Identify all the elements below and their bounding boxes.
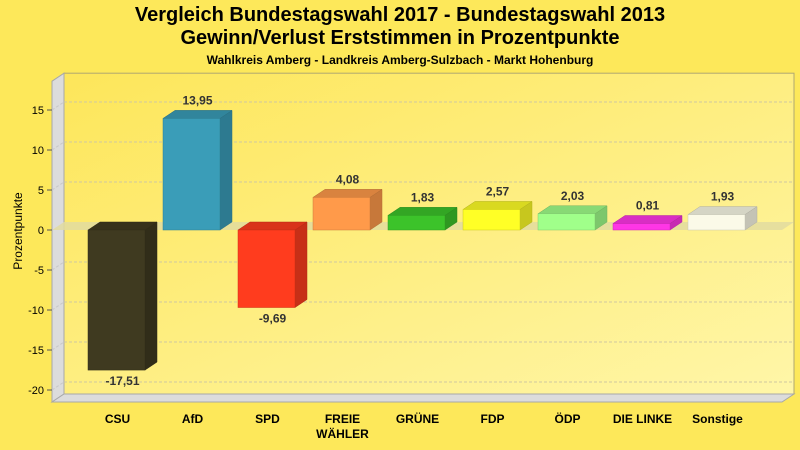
gridline-side — [51, 181, 65, 191]
bar-spd — [237, 221, 308, 308]
y-tick-label: -20 — [28, 385, 44, 397]
y-tick-label: 0 — [38, 225, 44, 237]
bar-top — [312, 189, 383, 198]
bar-top — [462, 201, 533, 210]
bar-front — [687, 214, 746, 231]
bar-ödp — [537, 205, 608, 231]
category-label: GRÜNE — [396, 411, 439, 426]
bar-side — [144, 221, 158, 371]
bar-sonstige — [687, 206, 758, 231]
bar-front — [612, 223, 671, 231]
bar-front — [462, 209, 521, 231]
y-tick-label: -5 — [34, 265, 44, 277]
chart-title: Vergleich Bundestagswahl 2017 - Bundesta… — [134, 4, 666, 26]
gridline-side — [51, 261, 65, 271]
y-tick-label: 5 — [38, 185, 44, 197]
gridline-side — [51, 301, 65, 311]
value-label: -17,51 — [105, 374, 139, 388]
gridline-side — [51, 141, 65, 151]
bar-front — [312, 197, 371, 231]
plot-side-wall — [51, 72, 65, 403]
bar-front — [237, 229, 296, 308]
plot-floor — [50, 393, 796, 403]
bar-front — [387, 215, 446, 231]
y-tick-label: 10 — [32, 145, 44, 157]
chart-title-line2: Gewinn/Verlust Erststimmen in Prozentpun… — [180, 27, 620, 49]
value-label: 13,95 — [182, 93, 212, 107]
bar-csu — [87, 221, 158, 371]
bar-top — [162, 110, 233, 119]
y-tick-label: 15 — [32, 105, 44, 117]
value-label: 0,81 — [636, 199, 660, 213]
y-tick-label: -10 — [28, 305, 44, 317]
gridline-side — [51, 381, 65, 391]
value-label: -9,69 — [259, 312, 287, 326]
bar-top — [87, 221, 158, 231]
category-label: FDP — [481, 412, 505, 426]
bar-freie-wähler — [312, 188, 383, 231]
value-label: 1,83 — [411, 190, 435, 204]
category-label: AfD — [182, 412, 204, 426]
bar-top — [387, 207, 458, 216]
bar-die-linke — [612, 215, 683, 231]
category-label: Sonstige — [692, 412, 743, 426]
bar-top — [612, 215, 683, 224]
category-label: SPD — [255, 412, 280, 426]
bar-grüne — [387, 206, 458, 231]
bar-side — [219, 109, 233, 231]
y-axis-label: Prozentpunkte — [11, 192, 25, 270]
bar-top — [237, 221, 308, 231]
bar-front — [162, 118, 221, 231]
y-tick-label: -15 — [28, 345, 44, 357]
bar-side — [294, 221, 308, 308]
gridline-side — [51, 101, 65, 111]
chart-subtitle: Wahlkreis Amberg - Landkreis Amberg-Sulz… — [206, 53, 594, 67]
value-label: 2,03 — [561, 189, 585, 203]
bar-front — [537, 213, 596, 231]
gridline-side — [51, 341, 65, 351]
category-label: ÖDP — [554, 411, 580, 426]
category-label: DIE LINKE — [613, 412, 672, 426]
value-label: 4,08 — [336, 172, 360, 186]
bar-fdp — [462, 200, 533, 231]
category-label: FREIE — [325, 412, 360, 426]
value-label: 1,93 — [711, 190, 735, 204]
bar-front — [87, 229, 146, 371]
bar-afd — [162, 109, 233, 231]
category-label: CSU — [105, 412, 130, 426]
bar-top — [537, 205, 608, 215]
category-label: WÄHLER — [316, 426, 369, 441]
bar-top — [687, 206, 758, 215]
value-label: 2,57 — [486, 184, 510, 198]
